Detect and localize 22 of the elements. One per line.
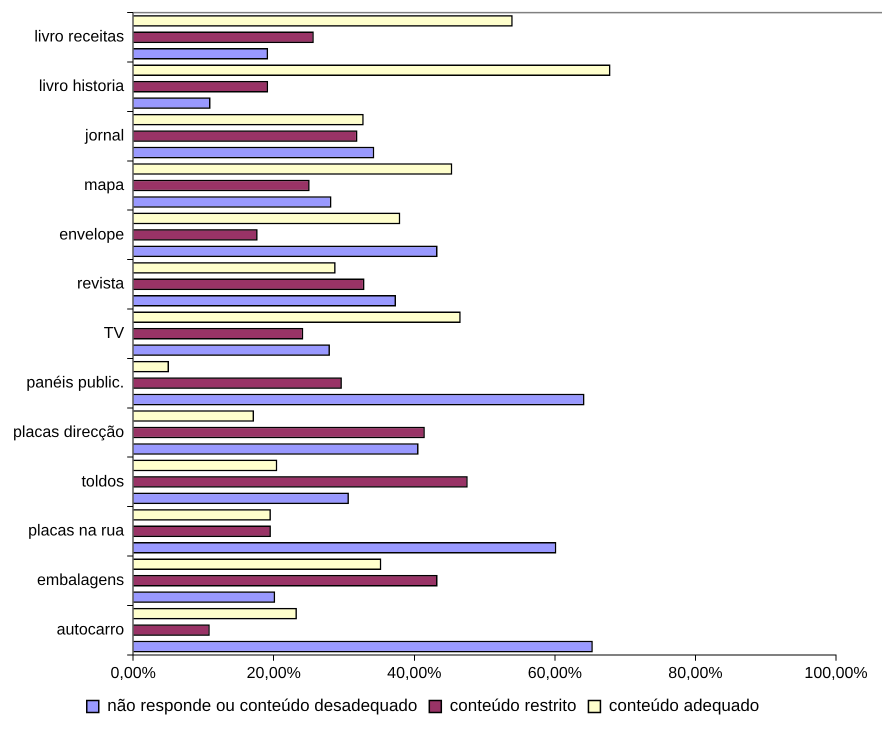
x-tick-label: 20,00% <box>246 664 301 682</box>
x-tick-label: 80,00% <box>668 664 723 682</box>
y-tick-label: revista <box>77 276 124 293</box>
x-tick-label: 100,00% <box>804 664 868 682</box>
y-tick-label: placas direcção <box>13 424 124 441</box>
legend-label: não responde ou conteúdo desadequado <box>107 696 418 716</box>
x-tick-label: 40,00% <box>387 664 442 682</box>
x-tick-label: 60,00% <box>528 664 582 682</box>
y-tick-label: jornal <box>84 128 124 145</box>
legend-label: conteúdo restrito <box>450 696 576 716</box>
y-tick-label: embalagens <box>37 572 124 590</box>
y-tick-label: placas na rua <box>28 522 124 540</box>
y-tick-label: toldos <box>81 473 124 490</box>
y-tick-label: TV <box>104 325 124 342</box>
y-tick-label: livro historia <box>38 78 124 96</box>
y-tick-label: envelope <box>59 226 124 244</box>
y-tick-label: livro receitas <box>34 28 124 46</box>
y-tick-label: panéis public. <box>26 374 124 392</box>
y-tick-label: mapa <box>84 176 124 194</box>
legend-label: conteúdo adequado <box>608 696 760 716</box>
y-tick-label: autocarro <box>56 622 124 639</box>
x-tick-label: 0,00% <box>110 664 156 682</box>
